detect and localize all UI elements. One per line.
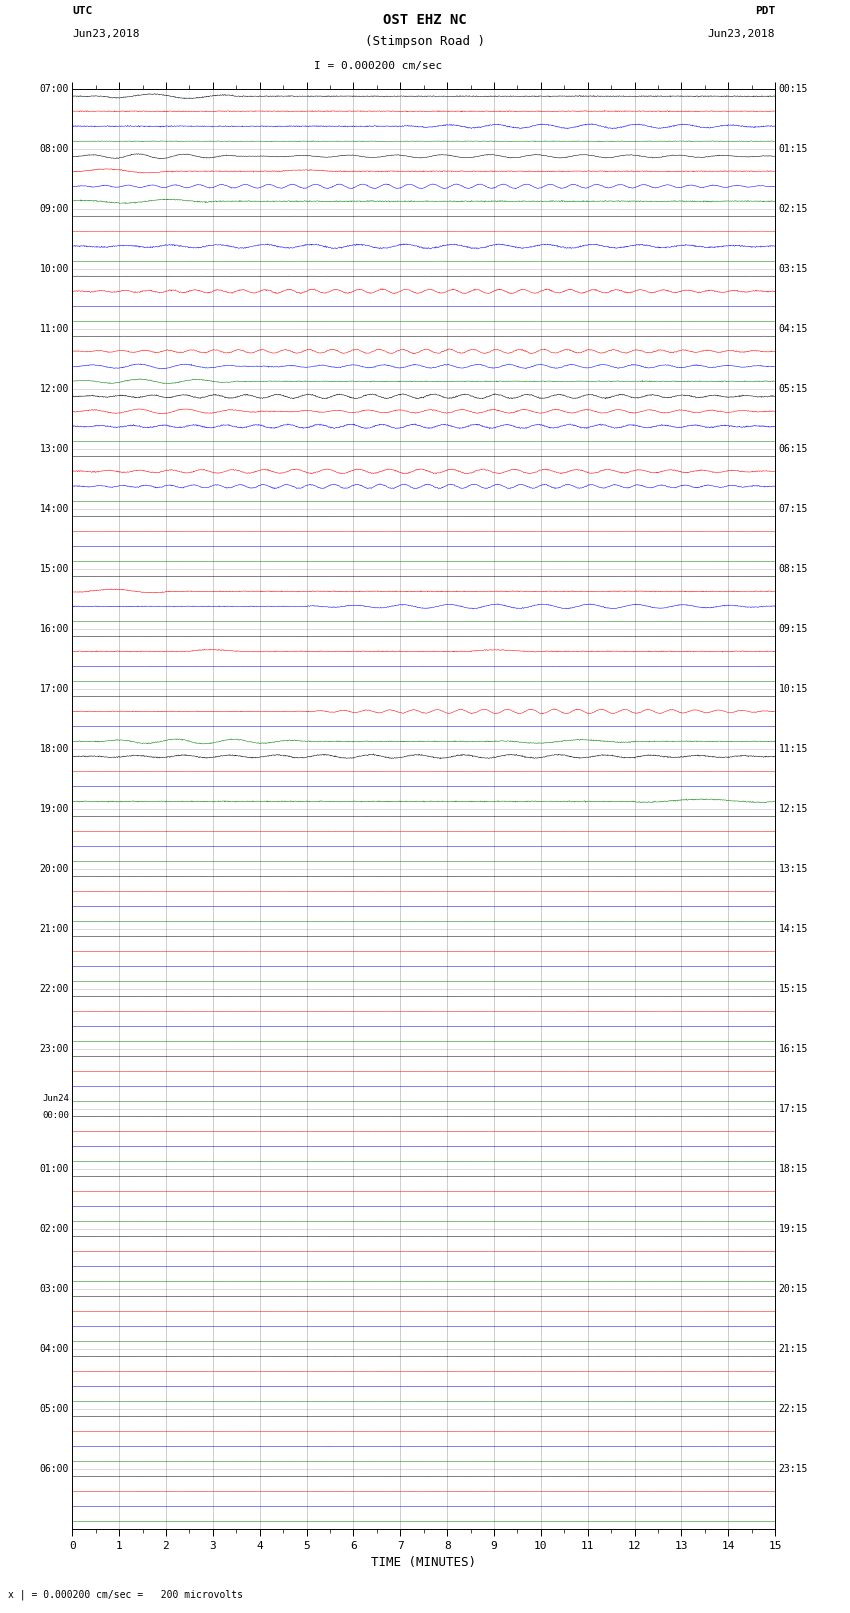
Text: 11:00: 11:00 <box>39 324 69 334</box>
Text: 18:00: 18:00 <box>39 744 69 753</box>
Text: 02:15: 02:15 <box>779 203 808 215</box>
Text: 01:15: 01:15 <box>779 144 808 153</box>
Text: 08:15: 08:15 <box>779 565 808 574</box>
Text: Jun23,2018: Jun23,2018 <box>708 29 775 39</box>
Text: 21:15: 21:15 <box>779 1344 808 1353</box>
Text: 10:00: 10:00 <box>39 265 69 274</box>
Text: 13:15: 13:15 <box>779 865 808 874</box>
Text: 02:00: 02:00 <box>39 1224 69 1234</box>
Text: 09:15: 09:15 <box>779 624 808 634</box>
Text: 01:00: 01:00 <box>39 1165 69 1174</box>
Text: x | = 0.000200 cm/sec =   200 microvolts: x | = 0.000200 cm/sec = 200 microvolts <box>8 1589 243 1600</box>
Text: 00:00: 00:00 <box>42 1111 69 1119</box>
Text: 10:15: 10:15 <box>779 684 808 694</box>
Text: 22:15: 22:15 <box>779 1403 808 1415</box>
Text: 05:15: 05:15 <box>779 384 808 394</box>
Text: 20:00: 20:00 <box>39 865 69 874</box>
Text: 07:00: 07:00 <box>39 84 69 94</box>
Text: Jun24: Jun24 <box>42 1094 69 1103</box>
Text: 15:15: 15:15 <box>779 984 808 994</box>
Text: 20:15: 20:15 <box>779 1284 808 1294</box>
Text: 09:00: 09:00 <box>39 203 69 215</box>
Text: 04:15: 04:15 <box>779 324 808 334</box>
Text: 08:00: 08:00 <box>39 144 69 153</box>
Text: 11:15: 11:15 <box>779 744 808 753</box>
Text: 00:15: 00:15 <box>779 84 808 94</box>
Text: 12:00: 12:00 <box>39 384 69 394</box>
Text: 03:15: 03:15 <box>779 265 808 274</box>
Text: 05:00: 05:00 <box>39 1403 69 1415</box>
Text: 06:00: 06:00 <box>39 1465 69 1474</box>
Text: 22:00: 22:00 <box>39 984 69 994</box>
Text: 12:15: 12:15 <box>779 803 808 815</box>
Text: 03:00: 03:00 <box>39 1284 69 1294</box>
Text: 06:15: 06:15 <box>779 444 808 453</box>
Text: 17:00: 17:00 <box>39 684 69 694</box>
Text: 13:00: 13:00 <box>39 444 69 453</box>
Text: 19:00: 19:00 <box>39 803 69 815</box>
Text: 16:00: 16:00 <box>39 624 69 634</box>
Text: OST EHZ NC: OST EHZ NC <box>383 13 467 27</box>
Text: Jun23,2018: Jun23,2018 <box>72 29 139 39</box>
Text: UTC: UTC <box>72 6 93 16</box>
Text: 15:00: 15:00 <box>39 565 69 574</box>
Text: 23:15: 23:15 <box>779 1465 808 1474</box>
Text: 23:00: 23:00 <box>39 1044 69 1053</box>
Text: 19:15: 19:15 <box>779 1224 808 1234</box>
Text: 14:00: 14:00 <box>39 503 69 515</box>
Text: 14:15: 14:15 <box>779 924 808 934</box>
X-axis label: TIME (MINUTES): TIME (MINUTES) <box>371 1557 476 1569</box>
Text: 07:15: 07:15 <box>779 503 808 515</box>
Text: (Stimpson Road ): (Stimpson Road ) <box>365 35 485 48</box>
Text: 04:00: 04:00 <box>39 1344 69 1353</box>
Text: 16:15: 16:15 <box>779 1044 808 1053</box>
Text: I = 0.000200 cm/sec: I = 0.000200 cm/sec <box>314 61 443 71</box>
Text: PDT: PDT <box>755 6 775 16</box>
Text: 18:15: 18:15 <box>779 1165 808 1174</box>
Text: 21:00: 21:00 <box>39 924 69 934</box>
Text: 17:15: 17:15 <box>779 1103 808 1115</box>
